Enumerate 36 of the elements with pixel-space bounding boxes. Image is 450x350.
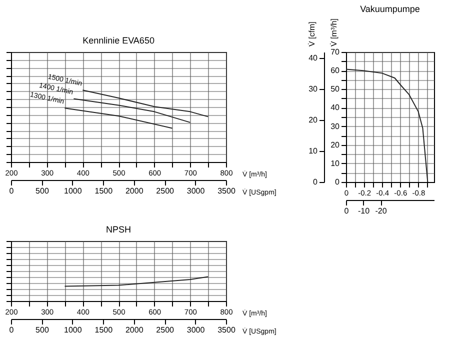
y-tick-label: 10	[330, 158, 340, 168]
x2-tick-label: 500	[36, 326, 50, 334]
y-tick-label: 30	[330, 122, 340, 131]
chart-title: Vakuumpumpe	[360, 4, 420, 14]
y-tick-label: 70	[330, 48, 340, 56]
y-tick-label: 50	[330, 84, 340, 94]
x2-tick-label: 0	[344, 206, 350, 216]
y-tick-label: 40	[330, 103, 340, 112]
y2-tick-label: 30	[308, 84, 318, 94]
x2-tick-label: -20	[375, 206, 388, 216]
x2-tick-label: 1000	[64, 326, 82, 334]
x2-tick-label: 3500	[218, 326, 236, 334]
line-series	[346, 68, 428, 182]
y2-tick-label: 20	[308, 115, 318, 124]
y2-axis-title: V̇ [cfm]	[307, 22, 316, 46]
x2-tick-label: 1500	[94, 186, 114, 196]
x2-tick-label: 3500	[218, 186, 236, 196]
x2-tick-label: 3000	[186, 326, 206, 334]
x2-tick-label: 2000	[125, 186, 144, 196]
x2-tick-label: 2500	[156, 326, 175, 334]
y2-tick-label: 10	[308, 146, 318, 156]
y-tick-label: 60	[330, 66, 340, 76]
x2-tick-label: -10	[358, 206, 370, 216]
y-tick-label: 20	[330, 140, 340, 150]
x2-tick-label: 2000	[125, 326, 144, 334]
chart-title: NPSH	[106, 224, 132, 234]
x2-tick-label: 1500	[94, 326, 114, 334]
x2-tick-label: 0	[9, 326, 14, 334]
x2-tick-label: 3000	[186, 186, 206, 196]
y-tick-label: 0	[335, 178, 340, 186]
y-axis-title: V̇ [m³/h]	[329, 18, 338, 46]
chart-title: Kennlinie EVA650	[82, 35, 154, 46]
x2-tick-label: 1000	[64, 186, 82, 196]
y2-tick-label: 40	[308, 53, 318, 62]
x2-tick-label: 2500	[156, 186, 175, 196]
y2-tick-label: 0	[313, 178, 318, 186]
